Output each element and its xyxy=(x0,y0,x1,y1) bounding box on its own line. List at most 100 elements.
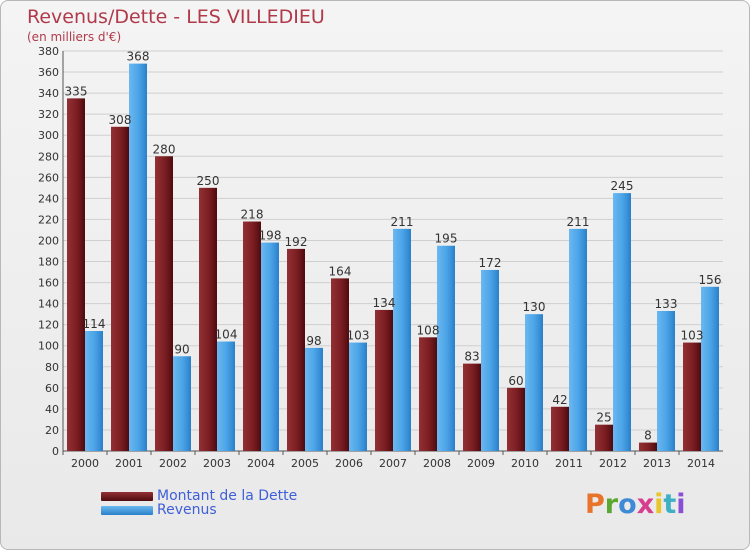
data-labels: 335 308 280 250 218 192 164 134 108 83 60 42 25 8 103 1… xyxy=(65,50,722,443)
x-tick-label: 2009 xyxy=(467,457,495,470)
y-tick-label: 140 xyxy=(38,298,59,311)
bar-debt xyxy=(683,342,701,451)
y-tick-label: 60 xyxy=(45,382,59,395)
bar-debt xyxy=(375,309,393,451)
y-tick-label: 100 xyxy=(38,340,59,353)
y-tick-label: 20 xyxy=(45,424,59,437)
x-tick-label: 2014 xyxy=(687,457,715,470)
bar-debt xyxy=(331,278,349,451)
chart-title: Revenus/Dette - LES VILLEDIEU xyxy=(27,6,325,28)
data-label-revenue: 195 xyxy=(435,232,458,246)
x-tick-label: 2000 xyxy=(71,457,99,470)
proxiti-logo: Proxiti xyxy=(585,489,686,520)
data-label-debt: 134 xyxy=(373,296,396,310)
chart-subtitle: (en milliers d'€) xyxy=(27,30,122,44)
bar-debt xyxy=(243,221,261,451)
data-label-revenue: 133 xyxy=(655,297,678,311)
data-label-revenue: 211 xyxy=(567,215,590,229)
data-label-revenue: 211 xyxy=(391,215,414,229)
bar-revenue xyxy=(481,269,499,451)
logo-letter: i xyxy=(654,489,664,520)
logo-letter: i xyxy=(676,489,686,520)
legend-item-debt: Montant de la Dette xyxy=(101,489,297,503)
bar-revenue xyxy=(393,228,411,451)
data-label-revenue: 368 xyxy=(127,50,150,64)
legend-swatch-revenue xyxy=(101,505,153,515)
x-tick-label: 2008 xyxy=(423,457,451,470)
y-tick-label: 260 xyxy=(38,171,59,184)
data-label-revenue: 90 xyxy=(174,342,189,356)
bar-revenue xyxy=(173,356,191,451)
data-label-debt: 108 xyxy=(417,323,440,337)
bar-debt xyxy=(463,363,481,451)
x-tick-label: 2005 xyxy=(291,457,319,470)
bar-revenue xyxy=(525,314,543,451)
x-tick-label: 2003 xyxy=(203,457,231,470)
logo-letter: x xyxy=(636,489,655,520)
bar-revenue xyxy=(261,242,279,451)
data-label-revenue: 103 xyxy=(347,329,370,343)
y-tick-label: 220 xyxy=(38,213,59,226)
data-label-revenue: 245 xyxy=(611,179,634,193)
bar-revenue xyxy=(569,228,587,451)
data-label-debt: 308 xyxy=(109,113,132,127)
data-label-debt: 218 xyxy=(241,208,264,222)
y-tick-label: 280 xyxy=(38,150,59,163)
bar-revenue xyxy=(129,63,147,451)
data-label-debt: 42 xyxy=(552,393,567,407)
y-tick-label: 180 xyxy=(38,256,59,269)
bar-revenue xyxy=(217,341,235,451)
bar-debt xyxy=(155,156,173,451)
bar-revenue xyxy=(437,245,455,451)
y-tick-label: 300 xyxy=(38,129,59,142)
bar-revenue xyxy=(349,342,367,451)
y-tick-label: 360 xyxy=(38,66,59,79)
y-tick-label: 240 xyxy=(38,192,59,205)
y-tick-label: 200 xyxy=(38,234,59,247)
x-tick-label: 2004 xyxy=(247,457,275,470)
data-label-revenue: 104 xyxy=(215,328,238,342)
y-tick-label: 80 xyxy=(45,361,59,374)
data-label-debt: 335 xyxy=(65,84,88,98)
x-tick-label: 2002 xyxy=(159,457,187,470)
bar-debt xyxy=(111,126,129,451)
x-tick-label: 2013 xyxy=(643,457,671,470)
data-label-debt: 192 xyxy=(285,235,308,249)
legend-label-debt: Montant de la Dette xyxy=(157,488,298,504)
data-label-debt: 164 xyxy=(329,264,352,278)
bar-debt xyxy=(639,442,657,451)
legend-item-revenue: Revenus xyxy=(101,503,217,517)
logo-letter: P xyxy=(585,489,605,520)
x-tick-label: 2006 xyxy=(335,457,363,470)
y-tick-label: 380 xyxy=(38,45,59,58)
bar-revenue xyxy=(305,347,323,451)
bar-debt xyxy=(507,387,525,451)
y-tick-label: 160 xyxy=(38,277,59,290)
bar-debt xyxy=(419,337,437,451)
bar-revenue xyxy=(613,193,631,451)
data-label-debt: 25 xyxy=(596,411,611,425)
bar-revenue xyxy=(701,286,719,451)
logo-letter: o xyxy=(618,489,637,520)
logo-letter: r xyxy=(604,489,619,520)
data-label-debt: 60 xyxy=(508,374,523,388)
x-tick-label: 2007 xyxy=(379,457,407,470)
data-label-revenue: 172 xyxy=(479,256,502,270)
bars xyxy=(67,63,719,452)
logo-letter: t xyxy=(663,489,677,520)
data-label-revenue: 98 xyxy=(306,334,321,348)
axes: 0204060801001201401601802002202402602803… xyxy=(38,45,723,470)
bar-debt xyxy=(551,406,569,451)
bar-debt xyxy=(287,248,305,451)
data-label-revenue: 156 xyxy=(699,273,722,287)
data-label-debt: 250 xyxy=(197,174,220,188)
bar-revenue xyxy=(657,311,675,451)
y-tick-label: 40 xyxy=(45,403,59,416)
x-tick-label: 2012 xyxy=(599,457,627,470)
bar-debt xyxy=(67,98,85,452)
data-label-debt: 83 xyxy=(464,350,479,364)
data-label-revenue: 130 xyxy=(523,300,546,314)
y-tick-label: 340 xyxy=(38,87,59,100)
